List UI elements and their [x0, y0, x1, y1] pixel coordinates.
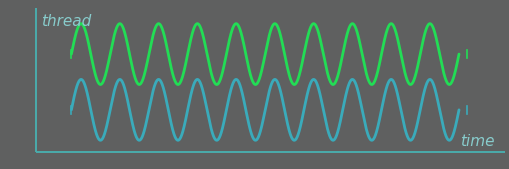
- Text: time: time: [459, 134, 494, 149]
- Text: thread: thread: [41, 14, 91, 29]
